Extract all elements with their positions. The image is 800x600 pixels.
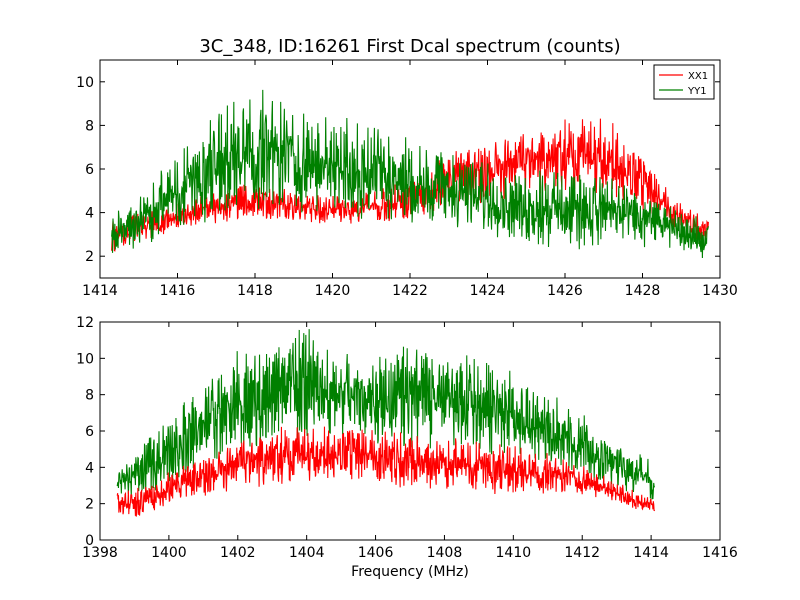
x-tick-label: 1400 — [151, 545, 187, 561]
y-tick-label: 6 — [85, 162, 94, 178]
y-tick-label: 4 — [85, 460, 94, 476]
legend-label-xx1: XX1 — [688, 71, 708, 82]
bottom-spectrum-plot: 1398 1400 1402 1404 1406 1408 1410 1412 1414 1416… — [76, 315, 738, 580]
y-tick-label: 8 — [85, 118, 94, 134]
x-axis-label: Frequency (MHz) — [351, 564, 469, 580]
x-tick-label: 1398 — [82, 545, 118, 561]
x-tick-label: 1408 — [427, 545, 463, 561]
top-spectrum-plot: 1414 1416 1418 1420 1422 1424 1426 1428 1430 2 4 6 8… — [76, 59, 738, 299]
x-tick-label: 1428 — [625, 283, 661, 299]
x-tick-label: 1406 — [358, 545, 394, 561]
series-line-yy1 — [116, 329, 656, 500]
x-tick-label: 1430 — [702, 283, 738, 299]
plot-background — [100, 322, 720, 540]
x-tick-label: 1416 — [702, 545, 738, 561]
x-tick-label: 1426 — [547, 283, 583, 299]
x-tick-label: 1418 — [237, 283, 273, 299]
y-tick-label: 2 — [85, 249, 94, 265]
chart-title: 3C_348, ID:16261 First Dcal spectrum (co… — [199, 36, 620, 57]
y-tick-label: 12 — [76, 315, 94, 331]
x-tick-label: 1404 — [289, 545, 325, 561]
series-line-xx1 — [116, 426, 656, 517]
series-line-yy1 — [111, 89, 709, 258]
x-tick-label: 1414 — [82, 283, 118, 299]
x-tick-label: 1402 — [220, 545, 256, 561]
y-tick-label: 8 — [85, 388, 94, 404]
y-tick-label: 2 — [85, 497, 94, 513]
y-tick-label: 0 — [85, 533, 94, 549]
x-tick-label: 1410 — [496, 545, 532, 561]
x-tick-label: 1412 — [564, 545, 600, 561]
y-tick-label: 6 — [85, 424, 94, 440]
legend-label-yy1: YY1 — [687, 86, 707, 97]
x-tick-label: 1422 — [392, 283, 428, 299]
x-tick-label: 1414 — [633, 545, 669, 561]
x-tick-label: 1416 — [160, 283, 196, 299]
y-tick-label: 10 — [76, 75, 94, 91]
x-tick-label: 1420 — [315, 283, 351, 299]
y-tick-label: 10 — [76, 351, 94, 367]
legend-box — [653, 64, 715, 100]
y-tick-label: 4 — [85, 206, 94, 222]
x-tick-label: 1424 — [470, 283, 506, 299]
